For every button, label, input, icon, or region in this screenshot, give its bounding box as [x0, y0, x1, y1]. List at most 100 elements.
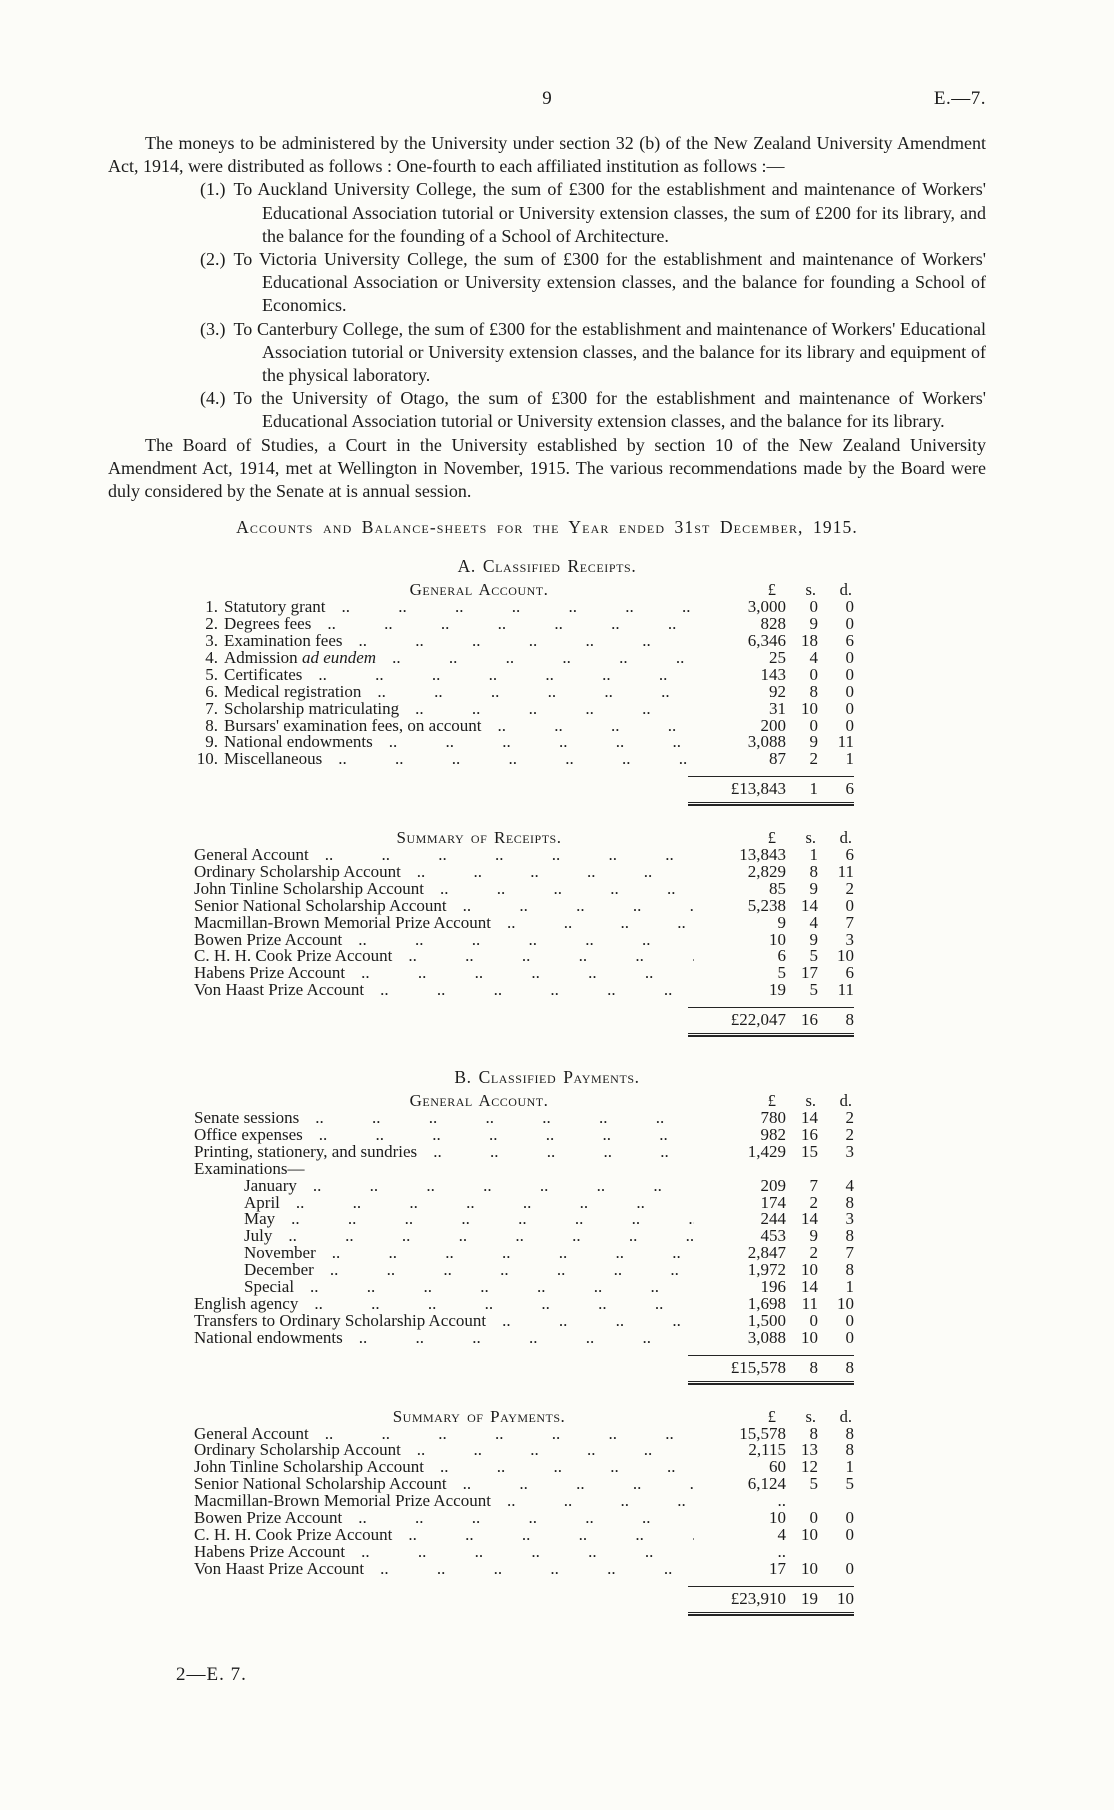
dot-leader: .. .. .. .. .. .. .. .. .. .. .. .. .. .… — [358, 931, 694, 949]
amount-pence: 6 — [845, 630, 855, 650]
row-label: Admission ad eundem — [224, 647, 377, 667]
row-label: Special — [244, 1277, 295, 1297]
amount-pounds: .. — [777, 1541, 787, 1561]
amount-pence: 6 — [845, 845, 855, 865]
row-label: Senate sessions — [194, 1108, 300, 1127]
total-double-rule — [688, 1380, 854, 1385]
dot-leader: .. .. .. .. .. .. .. .. .. .. .. .. .. .… — [392, 649, 694, 667]
amount-pounds: 2,829 — [747, 861, 786, 881]
table-row: Von Haast Prize Account .. .. .. .. .. ..… — [194, 1558, 854, 1578]
table-row: Transfers to Ordinary Scholarship Accoun… — [194, 1310, 855, 1330]
amount-pounds: 982 — [760, 1124, 787, 1144]
amount-pounds: 1,429 — [747, 1141, 786, 1161]
column-header-pounds: £ — [767, 828, 776, 848]
row-label: Bowen Prize Account — [194, 929, 343, 949]
table-row: Special .. .. .. .. .. .. .. .. .. .. .. … — [194, 1277, 854, 1297]
dot-leader: .. .. .. .. .. .. .. .. .. .. .. .. .. .… — [415, 700, 694, 718]
row-number: 9. — [205, 732, 218, 752]
table-row: 8. Bursars' examination fees, on account.… — [194, 715, 854, 735]
row-label: Macmillan-Brown Memorial Prize Account — [194, 1491, 491, 1511]
amount-pence: 0 — [845, 1327, 855, 1347]
column-header-pounds: £ — [767, 1091, 776, 1111]
row-label: January — [244, 1175, 297, 1195]
dot-leader: .. .. .. .. .. .. .. .. .. .. .. .. .. .… — [358, 632, 695, 650]
total-rule — [688, 1585, 854, 1587]
dot-leader: .. .. .. .. .. .. .. .. .. .. .. .. .. .… — [462, 1476, 694, 1494]
list-item-text: To Canterbury College, the sum of £300 f… — [233, 318, 987, 386]
amount-shillings: 9 — [809, 878, 819, 898]
table-row: John Tinline Scholarship Account .. .. ..… — [194, 1457, 854, 1477]
amount-pence: 0 — [845, 895, 855, 915]
row-number: 8. — [205, 715, 218, 735]
amount-pence: 1 — [845, 749, 855, 769]
amount-pounds: 209 — [760, 1175, 787, 1195]
amount-shillings: 14 — [801, 1277, 818, 1297]
amount-pence: 2 — [845, 1108, 855, 1127]
amount-shillings: 9 — [809, 929, 819, 949]
dot-leader: .. .. .. .. .. .. .. .. .. .. .. .. .. .… — [338, 751, 694, 769]
amount-pence: 5 — [845, 1474, 855, 1494]
total-pounds: £13,843 — [730, 779, 786, 799]
table-row: April .. .. .. .. .. .. .. .. .. .. .. ..… — [194, 1192, 854, 1212]
amount-pence: 3 — [845, 1209, 855, 1229]
total-pence: 8 — [845, 1010, 855, 1030]
table-row: John Tinline Scholarship Account .. .. ..… — [194, 878, 854, 898]
amount-pence: 7 — [845, 912, 855, 932]
amount-pounds: 19 — [769, 980, 786, 1000]
amount-shillings: 10 — [801, 698, 818, 718]
total-pence: 6 — [845, 779, 855, 799]
amount-pounds: 87 — [769, 749, 786, 769]
amount-pence: 0 — [845, 664, 855, 684]
amount-pence: 0 — [845, 1310, 855, 1330]
amount-pence: 4 — [845, 1175, 855, 1195]
column-header-shillings: s. — [805, 580, 816, 600]
amount-shillings: 9 — [809, 1226, 819, 1246]
column-header-shillings: s. — [805, 828, 816, 848]
row-label: Macmillan-Brown Memorial Prize Account — [194, 912, 491, 932]
amount-shillings: 15 — [801, 1141, 818, 1161]
amount-pence: 11 — [837, 861, 854, 881]
table-row: Ordinary Scholarship Account .. .. .. .. … — [194, 861, 854, 881]
page-footer-signature: 2—E. 7. — [176, 1664, 247, 1685]
dot-leader: .. .. .. .. .. .. .. .. .. .. .. .. .. .… — [408, 948, 694, 966]
total-pounds: £22,047 — [730, 1010, 786, 1030]
column-header-pounds: £ — [767, 580, 776, 600]
list-item: (1.) To Auckland University College, the … — [108, 178, 986, 248]
row-label: John Tinline Scholarship Account — [194, 878, 424, 898]
table-row: 3. Examination fees .. .. .. .. .. .. .. .… — [194, 630, 855, 650]
page-header: 9 E.—7. — [108, 88, 986, 114]
amount-shillings: 10 — [801, 1558, 818, 1578]
row-label: Habens Prize Account — [194, 1541, 346, 1561]
table-row: Bowen Prize Account .. .. .. .. .. .. .. … — [194, 929, 854, 949]
amount-pounds: 25 — [769, 647, 786, 667]
row-label: General Account — [194, 845, 309, 865]
amount-shillings: 5 — [809, 946, 819, 966]
amount-shillings: 8 — [809, 681, 819, 701]
amount-shillings: 0 — [809, 597, 819, 617]
amount-pounds: 9 — [777, 912, 787, 932]
total-pounds: £23,910 — [730, 1588, 786, 1608]
amount-shillings: 5 — [809, 1474, 819, 1494]
row-label: English agency — [194, 1293, 299, 1313]
row-label: Von Haast Prize Account — [194, 980, 365, 1000]
table-row: Macmillan-Brown Memorial Prize Account..… — [194, 1491, 854, 1511]
amount-shillings: 12 — [801, 1457, 818, 1477]
row-number: 4. — [205, 647, 218, 667]
amount-pounds: 453 — [760, 1226, 787, 1246]
row-label: Office expenses — [194, 1124, 303, 1144]
row-label: Von Haast Prize Account — [194, 1558, 365, 1578]
table-row: January .. .. .. .. .. .. .. .. .. .. .. … — [194, 1175, 855, 1195]
table-row: Senior National Scholarship Account .. ..… — [194, 895, 855, 915]
dot-leader: .. .. .. .. .. .. .. .. .. .. .. .. .. .… — [416, 1442, 694, 1460]
amount-shillings: 0 — [809, 715, 819, 735]
amount-pounds: 92 — [769, 681, 786, 701]
table-row: May .. .. .. .. .. .. .. .. .. .. .. .. .… — [194, 1209, 855, 1229]
list-item: (4.) To the University of Otago, the sum … — [108, 387, 986, 433]
amount-pence: 11 — [837, 980, 854, 1000]
column-header-pence: d. — [839, 580, 852, 600]
table-row: Office expenses .. .. .. .. .. .. .. .. .… — [194, 1124, 854, 1144]
amount-pounds: 174 — [760, 1192, 787, 1212]
row-number: 1. — [205, 597, 218, 617]
page-number: 9 — [542, 88, 552, 109]
total-rule — [688, 1354, 854, 1356]
